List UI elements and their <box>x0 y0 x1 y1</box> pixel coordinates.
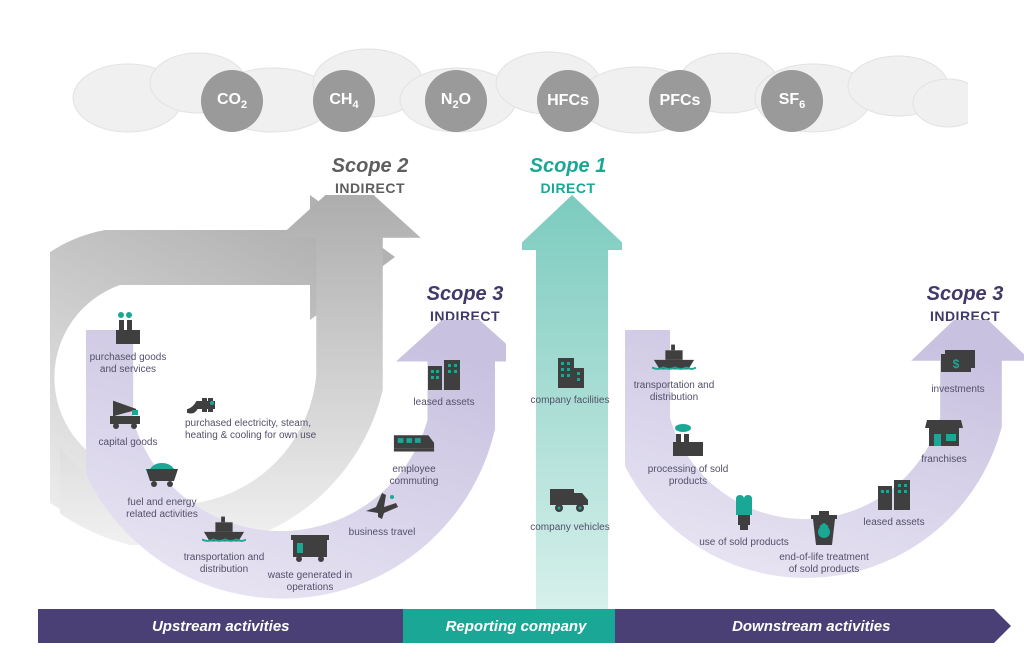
coal-cart-icon <box>140 455 184 493</box>
banner-upstream: Upstream activities <box>38 609 403 643</box>
act-processing: processing of sold products <box>642 422 734 488</box>
act-transport-down: transportation and distribution <box>628 338 720 404</box>
act-leased-up: leased assets <box>398 355 490 409</box>
caption: franchises <box>898 454 990 466</box>
caption: transportation and distribution <box>178 552 270 576</box>
caption: leased assets <box>398 397 490 409</box>
caption: employee commuting <box>368 464 460 488</box>
scope2-label: Scope 2 INDIRECT <box>300 155 440 196</box>
buildings-icon <box>422 355 466 393</box>
banner-downstream: Downstream activities <box>615 609 994 643</box>
caption: use of sold products <box>698 537 790 549</box>
plug-icon <box>185 390 219 416</box>
gas-sf6: SF6 <box>761 70 823 132</box>
factory-stack-icon <box>106 310 150 348</box>
act-company-facilities: company facilities <box>524 353 616 407</box>
recycle-bin-icon <box>802 510 846 548</box>
banner-upstream-label: Upstream activities <box>152 618 290 635</box>
act-leased-down: leased assets <box>848 475 940 529</box>
plane-icon <box>360 485 404 523</box>
caption: company facilities <box>524 395 616 407</box>
ship-icon <box>652 338 696 376</box>
caption: investments <box>912 384 1004 396</box>
caption: processing of sold products <box>642 464 734 488</box>
caption: capital goods <box>82 437 174 449</box>
caption: business travel <box>336 527 428 539</box>
scope3-right-label: Scope 3 INDIRECT <box>910 283 1020 324</box>
caption: waste generated in operations <box>264 570 356 594</box>
gas-co2: CO2 <box>201 70 263 132</box>
act-purchased-electricity: purchased electricity, steam, heating & … <box>185 390 345 442</box>
caption: end-of-life treatment of sold products <box>778 552 870 576</box>
act-capital-goods: capital goods <box>82 395 174 449</box>
act-business-travel: business travel <box>336 485 428 539</box>
act-investments: $ investments <box>912 342 1004 396</box>
banner-reporting-label: Reporting company <box>446 618 587 635</box>
banner-downstream-label: Downstream activities <box>732 618 890 635</box>
act-commuting: employee commuting <box>368 422 460 488</box>
gas-ch4: CH4 <box>313 70 375 132</box>
ship-icon <box>202 510 246 548</box>
activities-banner: Upstream activities Reporting company Do… <box>38 609 994 643</box>
act-use-sold: use of sold products <box>698 495 790 549</box>
factory-cloud-icon <box>666 422 710 460</box>
cfl-bulb-icon <box>722 495 766 533</box>
building-icon <box>548 353 592 391</box>
caption: company vehicles <box>524 522 616 534</box>
scope1-label: Scope 1 DIRECT <box>498 155 638 196</box>
dumpster-icon <box>288 528 332 566</box>
truck-icon <box>548 480 592 518</box>
caption: purchased goods and services <box>82 352 174 376</box>
gas-hfcs: HFCs <box>537 70 599 132</box>
banner-reporting: Reporting company <box>403 609 614 643</box>
caption: leased assets <box>848 517 940 529</box>
act-purchased-goods: purchased goods and services <box>82 310 174 376</box>
buildings-icon <box>872 475 916 513</box>
gas-row: CO2 CH4 N2O HFCs PFCs SF6 <box>0 70 1024 132</box>
storefront-icon <box>922 412 966 450</box>
act-transport-up: transportation and distribution <box>178 510 270 576</box>
caption: transportation and distribution <box>628 380 720 404</box>
diagram-stage: CO2 CH4 N2O HFCs PFCs SF6 Scope 2 INDIRE… <box>0 0 1024 657</box>
gas-n2o: N2O <box>425 70 487 132</box>
train-icon <box>392 422 436 460</box>
gas-pfcs: PFCs <box>649 70 711 132</box>
act-franchises: franchises <box>898 412 990 466</box>
money-icon: $ <box>936 342 980 380</box>
svg-text:$: $ <box>953 357 960 371</box>
caption: purchased electricity, steam, heating & … <box>185 418 345 442</box>
crane-truck-icon <box>106 395 150 433</box>
act-company-vehicles: company vehicles <box>524 480 616 534</box>
